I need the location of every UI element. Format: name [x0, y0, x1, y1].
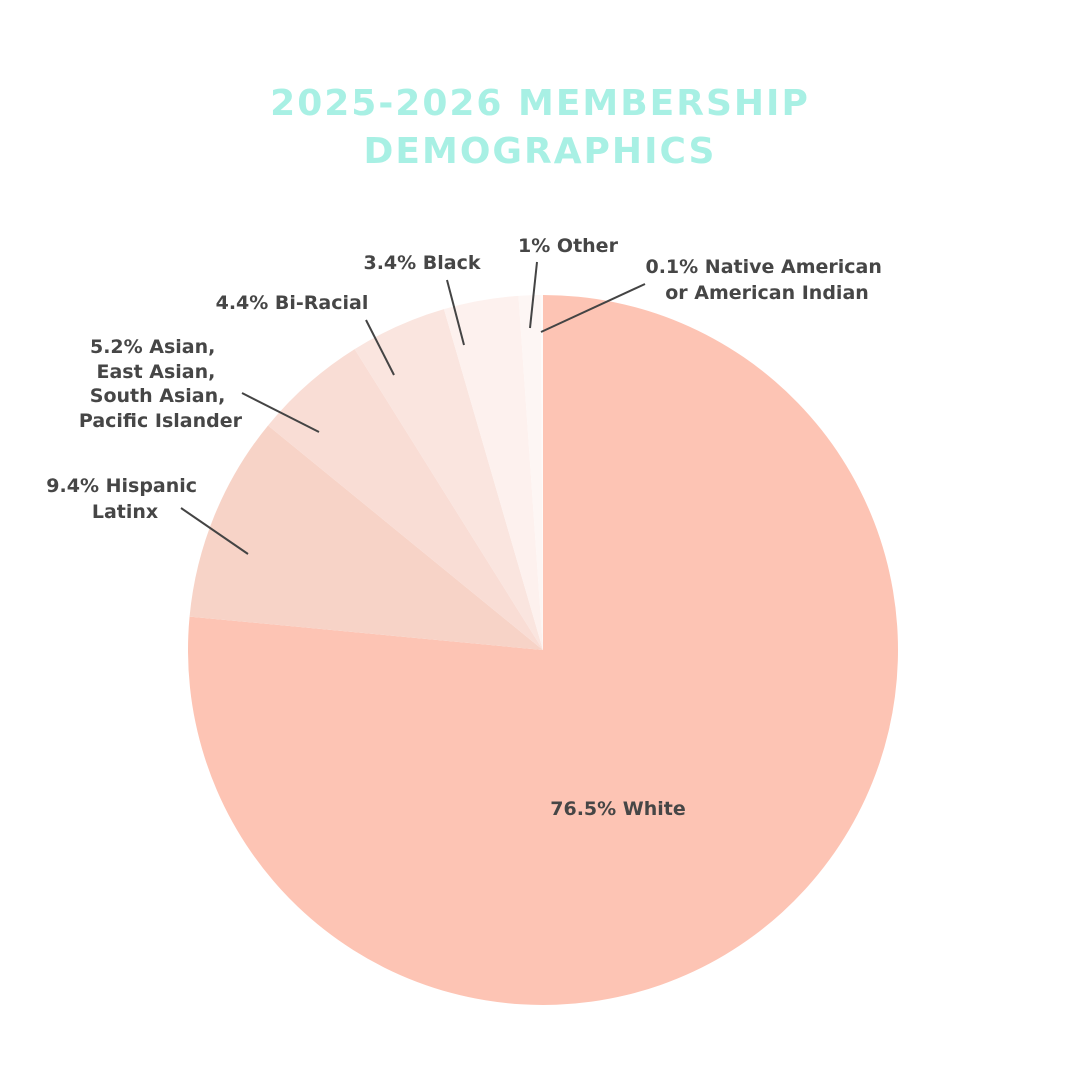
pie-slice-native-american-or-american-indian: [540, 295, 543, 650]
leader-line-asian: [241, 392, 320, 433]
pie-slice-other: [518, 295, 543, 650]
leader-line-hispanic: [180, 507, 249, 555]
pie-slice-asian-east-asian-south-asian-pacific-islander: [268, 349, 543, 650]
leader-line-native: [540, 283, 646, 333]
slice-label-biracial: 4.4% Bi-Racial: [216, 292, 369, 314]
slice-label-white: 76.5% White: [550, 798, 686, 820]
leader-line-biracial: [365, 319, 395, 376]
pie-slice-bi-racial: [354, 309, 543, 650]
slice-label-black: 3.4% Black: [363, 252, 480, 274]
chart-title-line: DEMOGRAPHICS: [363, 131, 717, 172]
leader-line-black: [446, 279, 465, 346]
chart-title-line: 2025-2026 MEMBERSHIP: [270, 83, 810, 124]
slice-label-asian: 5.2% Asian, East Asian, South Asian, Pac…: [79, 336, 243, 432]
slice-label-native: 0.1% Native American or American Indian: [645, 256, 888, 304]
leader-line-other: [529, 261, 538, 329]
pie-slice-black: [443, 295, 543, 650]
slice-label-hispanic: 9.4% Hispanic Latinx: [46, 475, 203, 523]
chart-title: 2025-2026 MEMBERSHIP DEMOGRAPHICS: [0, 80, 1080, 176]
slice-label-other: 1% Other: [518, 235, 619, 257]
pie-slice-hispanic-latinx: [189, 425, 543, 650]
